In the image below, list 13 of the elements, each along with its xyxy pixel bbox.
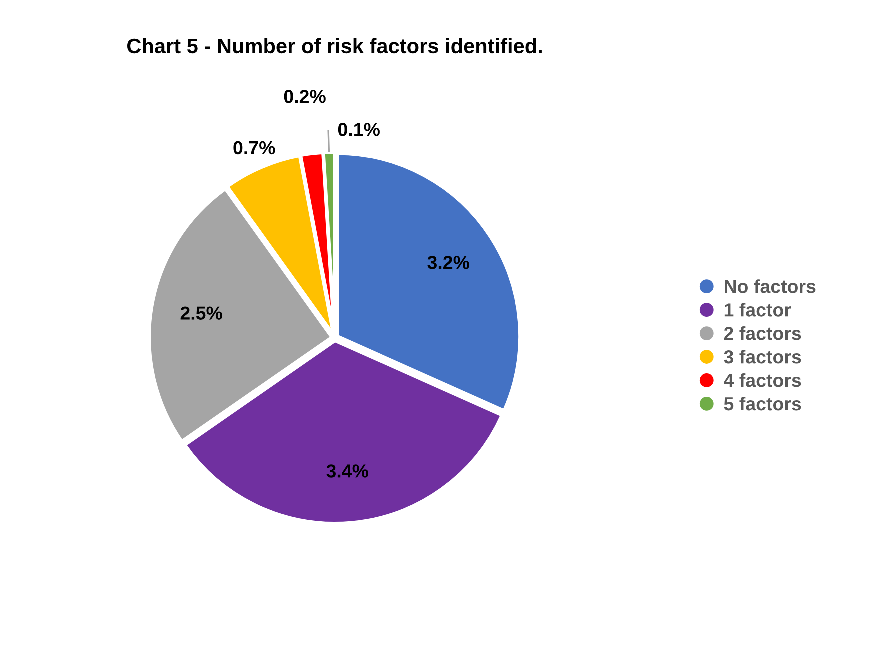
data-label: 3.2% (428, 256, 470, 270)
data-label: 3.4% (326, 464, 368, 478)
legend-label: No factors (725, 280, 816, 294)
data-label: 2.5% (180, 306, 222, 320)
chart-title: Chart 5 - Number of risk factors identified. (128, 38, 542, 54)
legend-label: 3 factors (724, 350, 802, 364)
legend-label: 5 factors (724, 396, 802, 411)
legend-label: 2 factors (724, 326, 802, 340)
legend-label: 1 factor (724, 303, 792, 317)
data-label: 0.7% (234, 141, 276, 155)
data-label: 0.1% (338, 123, 380, 136)
legend-label: 4 factors (724, 373, 802, 388)
data-label: 0.2% (284, 90, 326, 104)
